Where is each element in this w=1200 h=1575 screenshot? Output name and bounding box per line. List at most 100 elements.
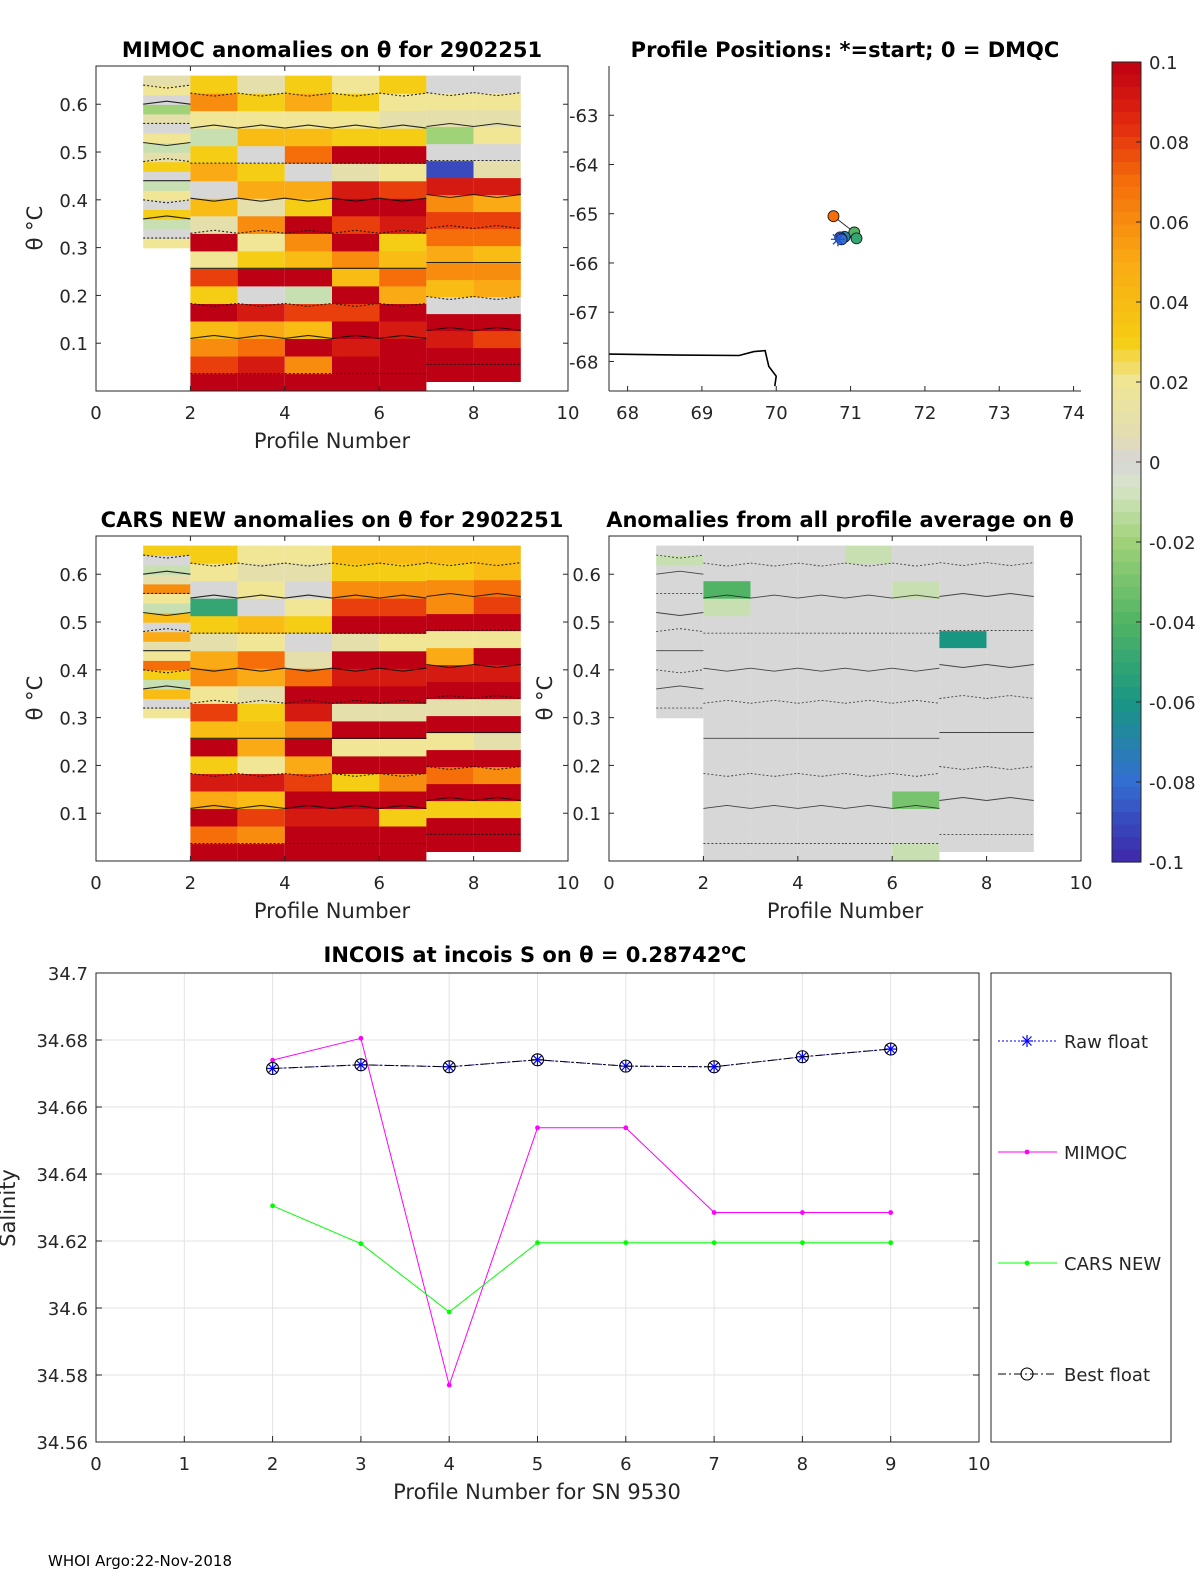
heatmap-cell xyxy=(939,545,987,564)
contour-line xyxy=(379,667,427,672)
contour-line xyxy=(379,197,427,202)
heatmap-cell xyxy=(656,660,704,671)
heatmap-cell xyxy=(797,703,845,722)
heatmap-cell xyxy=(143,593,191,604)
heatmap-cell xyxy=(237,650,285,669)
x-tick-label: 0 xyxy=(90,873,101,894)
heatmap-cell xyxy=(892,615,940,634)
heatmap-cell xyxy=(986,800,1034,819)
heatmap-cell xyxy=(284,250,332,269)
legend-label: CARS NEW xyxy=(1064,1254,1161,1275)
average-anomaly-ylabel: θ °C xyxy=(533,676,557,721)
contour-line xyxy=(143,685,191,690)
x-tick-label: 10 xyxy=(557,873,580,894)
heatmap-cell xyxy=(332,685,380,704)
colorbar-swatch xyxy=(1112,262,1141,276)
heatmap-cell xyxy=(426,211,474,230)
x-tick-label: 71 xyxy=(839,403,862,424)
heatmap-cell xyxy=(190,598,238,617)
colorbar-swatch xyxy=(1112,637,1141,651)
contour-line xyxy=(379,594,427,599)
heatmap-cell xyxy=(237,738,285,757)
heatmap-cell xyxy=(750,598,798,617)
heatmap-cell xyxy=(703,598,751,617)
x-tick-label: 4 xyxy=(792,873,803,894)
heatmap-cell xyxy=(750,580,798,599)
heatmap-cell xyxy=(379,128,427,147)
heatmap-cell xyxy=(986,613,1034,632)
colorbar-swatch xyxy=(1112,274,1141,288)
heatmap-cell xyxy=(379,633,427,652)
heatmap-cell xyxy=(892,598,940,617)
colorbar-swatch xyxy=(1112,412,1141,426)
series-line xyxy=(272,1205,891,1313)
mimoc-title: MIMOC anomalies on θ for 2902251 xyxy=(122,38,542,62)
heatmap-cell xyxy=(190,128,238,147)
heatmap-cell xyxy=(426,109,474,128)
heatmap-cell xyxy=(426,630,474,649)
x-tick-label: 73 xyxy=(988,403,1011,424)
contour-line xyxy=(750,804,798,809)
heatmap-cell xyxy=(426,800,474,819)
heatmap-cell xyxy=(845,703,893,722)
x-tick-label: 2 xyxy=(185,403,196,424)
y-tick-label: -64 xyxy=(569,155,598,176)
colorbar-swatch xyxy=(1112,187,1141,201)
heatmap-cell xyxy=(703,703,751,722)
colorbar-swatch xyxy=(1112,249,1141,263)
contour-line xyxy=(190,334,238,339)
heatmap-cell xyxy=(473,664,521,683)
colorbar-swatch xyxy=(1112,87,1141,101)
colorbar-swatch xyxy=(1112,824,1141,838)
contour-line xyxy=(939,593,987,597)
heatmap-cell xyxy=(284,110,332,129)
incois-ylabel: Salinity xyxy=(0,1169,20,1247)
colorbar-swatch xyxy=(1112,524,1141,538)
contour-line xyxy=(797,804,846,809)
heatmap-cell xyxy=(426,245,474,264)
x-tick-label: 70 xyxy=(765,403,788,424)
y-tick-label: -67 xyxy=(569,303,598,324)
heatmap-cell xyxy=(986,664,1034,683)
heatmap-cell xyxy=(284,598,332,617)
colorbar-swatch xyxy=(1112,624,1141,638)
heatmap-cell xyxy=(332,703,380,722)
contour-line xyxy=(143,215,191,220)
heatmap-cell xyxy=(892,580,940,599)
heatmap-cell xyxy=(750,808,798,827)
heatmap-cell xyxy=(237,268,285,287)
series-best-float xyxy=(266,1042,898,1076)
start-star-marker xyxy=(830,232,845,247)
heatmap-cell xyxy=(892,650,940,669)
heatmap-cell xyxy=(703,808,751,827)
legend-label: Best float xyxy=(1064,1365,1150,1386)
contour-line xyxy=(190,667,238,672)
heatmap-cell xyxy=(797,580,845,599)
colorbar-swatch xyxy=(1112,774,1141,788)
contour-line xyxy=(426,193,474,199)
colorbar-swatch xyxy=(1112,449,1141,463)
data-point xyxy=(358,1241,364,1247)
heatmap-cell xyxy=(986,732,1034,751)
contour-line xyxy=(750,594,798,599)
heatmap-cell xyxy=(473,596,521,615)
heatmap-cell xyxy=(284,755,332,774)
heatmap-cell xyxy=(332,633,380,652)
contour-line xyxy=(703,804,751,809)
heatmap-cell xyxy=(656,593,704,604)
heatmap-cell xyxy=(473,579,521,598)
data-point xyxy=(1024,1260,1030,1266)
heatmap-cell xyxy=(379,615,427,634)
mimoc-x-ticks: 0 2 4 6 8 10 xyxy=(90,66,579,424)
heatmap-cell xyxy=(892,790,940,809)
heatmap-cell xyxy=(379,198,427,217)
heatmap-cell xyxy=(986,749,1034,768)
heatmap-cell xyxy=(190,668,238,687)
heatmap-cell xyxy=(750,755,798,774)
colorbar-swatch xyxy=(1112,62,1141,76)
heatmap-cell xyxy=(143,209,191,220)
heatmap-cell xyxy=(284,75,332,94)
colorbar-swatch xyxy=(1112,687,1141,701)
heatmap-cell xyxy=(190,563,238,582)
